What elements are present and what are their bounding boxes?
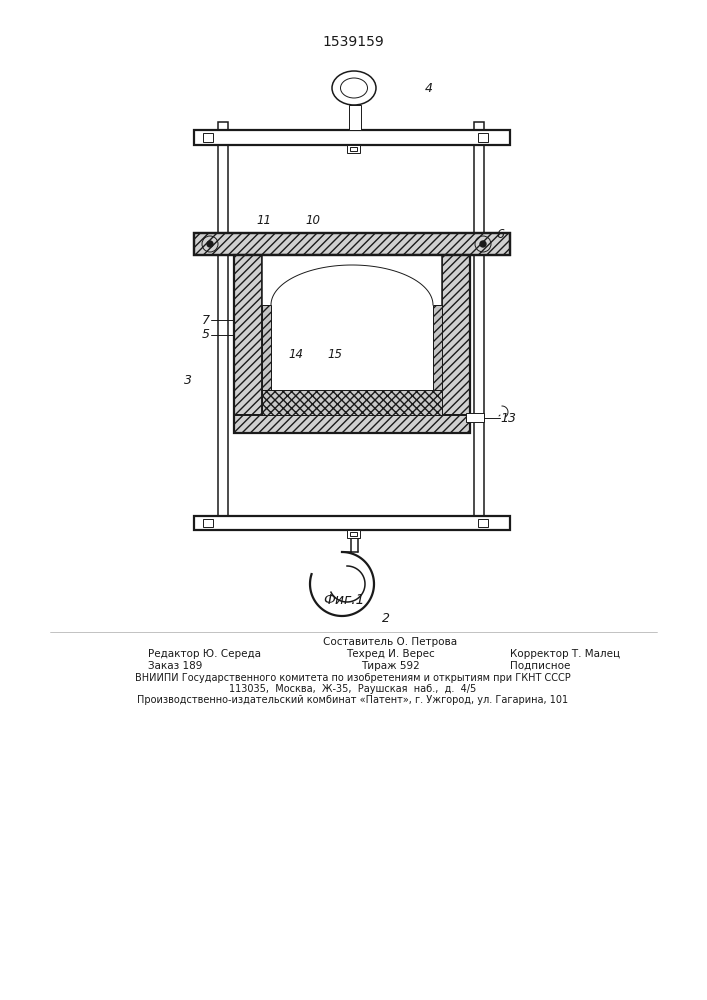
Text: Корректор Т. Малец: Корректор Т. Малец: [510, 649, 620, 659]
Bar: [478, 519, 488, 527]
Text: Тираж 592: Тираж 592: [361, 661, 419, 671]
Bar: [347, 530, 360, 538]
Bar: [234, 255, 262, 415]
Text: Техред И. Верес: Техред И. Верес: [346, 649, 434, 659]
Circle shape: [480, 241, 486, 247]
Text: 4: 4: [425, 82, 433, 95]
Text: 113035,  Москва,  Ж-35,  Раушская  наб.,  д.  4/5: 113035, Москва, Ж-35, Раушская наб., д. …: [229, 684, 477, 694]
Bar: [194, 233, 510, 255]
Text: 13: 13: [500, 412, 516, 424]
Text: 1: 1: [420, 520, 428, 532]
Ellipse shape: [341, 78, 368, 98]
Bar: [433, 305, 442, 390]
Bar: [347, 145, 360, 153]
Text: Производственно-издательский комбинат «Патент», г. Ужгород, ул. Гагарина, 101: Производственно-издательский комбинат «П…: [137, 695, 568, 705]
Bar: [194, 516, 510, 530]
Text: 15: 15: [327, 349, 342, 361]
Bar: [442, 255, 470, 415]
Bar: [262, 305, 271, 390]
Text: Фиг.1: Фиг.1: [323, 593, 365, 607]
Ellipse shape: [332, 71, 376, 105]
Bar: [466, 413, 484, 422]
Text: 7: 7: [202, 314, 210, 326]
Bar: [350, 147, 357, 151]
Bar: [194, 130, 510, 145]
Bar: [349, 105, 361, 130]
Text: 2: 2: [382, 611, 390, 624]
Text: 8: 8: [286, 398, 293, 412]
Text: 6: 6: [496, 229, 504, 241]
Bar: [234, 415, 470, 433]
Text: Составитель О. Петрова: Составитель О. Петрова: [323, 637, 457, 647]
Text: 14: 14: [288, 349, 303, 361]
Text: 5: 5: [202, 328, 210, 342]
Bar: [234, 255, 470, 433]
Bar: [478, 133, 488, 142]
Bar: [442, 255, 470, 415]
Text: 11: 11: [257, 214, 271, 227]
Bar: [234, 255, 262, 415]
Bar: [474, 122, 484, 516]
Text: Подписное: Подписное: [510, 661, 571, 671]
Text: Редактор Ю. Середа: Редактор Ю. Середа: [148, 649, 261, 659]
Text: 12: 12: [318, 398, 334, 412]
Text: 9: 9: [346, 398, 354, 412]
Circle shape: [207, 241, 213, 247]
Bar: [262, 305, 271, 390]
Bar: [262, 390, 442, 415]
Bar: [203, 133, 213, 142]
Bar: [433, 305, 442, 390]
Text: ВНИИПИ Государственного комитета по изобретениям и открытиям при ГКНТ СССР: ВНИИПИ Государственного комитета по изоб…: [135, 673, 571, 683]
Text: 1539159: 1539159: [322, 35, 384, 49]
Bar: [350, 532, 357, 536]
Bar: [194, 233, 510, 255]
Bar: [262, 255, 442, 415]
Text: 10: 10: [305, 214, 320, 227]
Bar: [203, 519, 213, 527]
Bar: [218, 122, 228, 516]
Bar: [262, 390, 442, 415]
Text: Заказ 189: Заказ 189: [148, 661, 202, 671]
Text: 3: 3: [184, 373, 192, 386]
Bar: [234, 415, 470, 433]
